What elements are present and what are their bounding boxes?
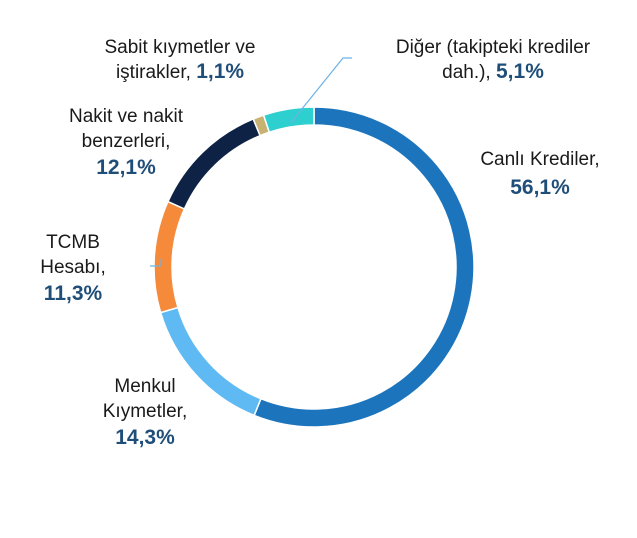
slice-value: 12,1% [96,156,156,179]
slice-label-5: Diğer (takipteki krediler dah.), 5,1% [396,37,591,83]
slice-1 [159,306,262,417]
slice-label-line: Menkul [114,376,175,397]
donut-slices [153,106,475,428]
slice-label-line: Kıymetler, [103,401,187,422]
slice-label-line: iştirakler, [116,62,196,83]
slice-label-2: TCMB Hesabı, 11,3% [40,232,105,305]
leader-lines [150,57,352,267]
slice-label-0: Canlı Krediler, 56,1% [480,149,599,199]
slice-3 [166,118,262,210]
slice-value: 11,3% [44,282,103,305]
slice-5 [262,106,315,134]
slice-label-line: dah.), [442,62,496,83]
slice-value: 56,1% [510,176,570,199]
slice-label-3: Nakit ve nakit benzerleri, 12,1% [69,106,184,179]
slice-2 [153,200,186,314]
slice-value: 1,1% [196,60,244,83]
slice-value: 14,3% [115,426,175,449]
slice-label-1: Menkul Kıymetler, 14,3% [103,376,187,449]
slice-label-line: Hesabı, [40,257,105,278]
slice-label-line: benzerleri, [82,131,171,152]
slice-value: 5,1% [496,60,544,83]
slice-label-line: Nakit ve nakit [69,106,184,127]
slice-label-line: Sabit kıymetler ve [105,37,256,58]
slice-label-line: Diğer (takipteki krediler [396,37,591,58]
slice-0 [253,106,475,428]
slice-labels: Canlı Krediler, 56,1% Menkul Kıymetler, 14,3… [40,37,599,449]
leader-line-diger [290,57,352,124]
leader-line-tcmb [150,259,161,267]
slice-label-line: TCMB [46,232,100,253]
slice-label-4: Sabit kıymetler ve iştirakler, 1,1% [105,37,256,83]
slice-label-line: Canlı Krediler, [480,149,599,170]
